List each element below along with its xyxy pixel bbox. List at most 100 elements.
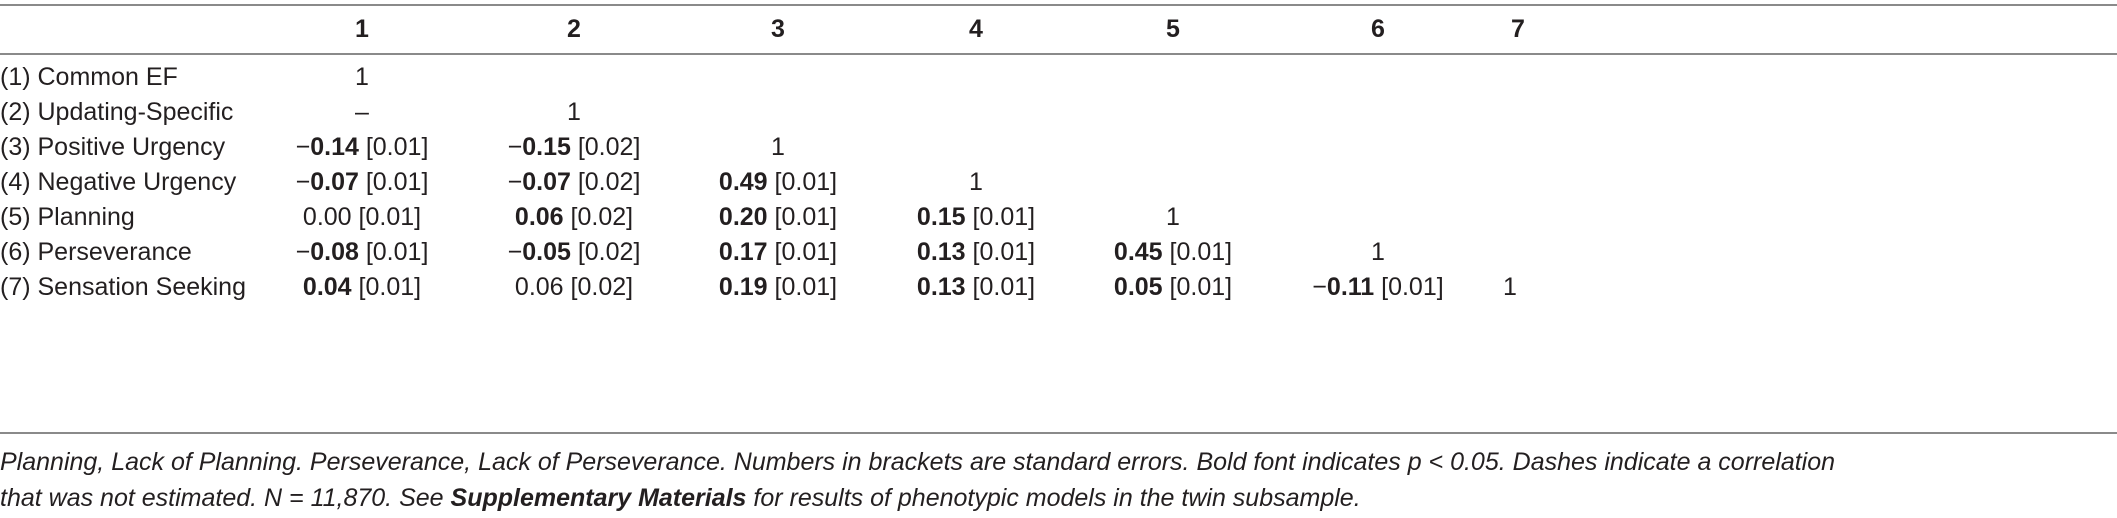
table-cell: 0.45 [0.01]	[1114, 235, 1232, 270]
column-header: 3	[771, 15, 785, 43]
estimate: 0.07	[310, 168, 359, 196]
table-cell: 1	[567, 95, 581, 130]
table-cell: −0.11 [0.01]	[1312, 270, 1443, 305]
table-cell: 0.05 [0.01]	[1114, 270, 1232, 305]
standard-error: [0.01]	[358, 168, 429, 196]
row-label: (4) Negative Urgency	[0, 168, 237, 196]
table-cell: −0.15 [0.02]	[508, 130, 641, 165]
table-cell: −0.08 [0.01]	[296, 235, 429, 270]
table-cell: −0.07 [0.01]	[296, 165, 429, 200]
table-cell: 1	[969, 165, 983, 200]
footnote-text-b: for results of phenotypic models in the …	[746, 484, 1361, 512]
estimate: 0.17	[718, 238, 768, 266]
footnote-text-a: that was not estimated. N = 11,870. See	[0, 484, 451, 512]
table-cell: 0.15 [0.01]	[917, 200, 1035, 235]
column-header: 6	[1371, 15, 1385, 43]
table-cell: 0.19 [0.01]	[719, 270, 837, 305]
estimate: 0.00	[302, 203, 352, 231]
standard-error: [0.01]	[965, 203, 1036, 231]
top-rule	[0, 4, 2117, 6]
column-header: 4	[969, 15, 983, 43]
table-cell: 0.13 [0.01]	[917, 270, 1035, 305]
table-cell: 0.49 [0.01]	[719, 165, 837, 200]
table-cell: 0.06 [0.02]	[515, 270, 633, 305]
estimate: 0.11	[1326, 273, 1375, 301]
header-rule	[0, 53, 2117, 55]
standard-error: [0.02]	[563, 273, 634, 301]
table-cell: 0.06 [0.02]	[515, 200, 633, 235]
row-label: (2) Updating-Specific	[0, 98, 234, 126]
estimate: 0.04	[302, 273, 352, 301]
table-cell: –	[355, 95, 369, 130]
estimate: 1	[355, 63, 369, 91]
column-header: 5	[1166, 15, 1180, 43]
estimate: 1	[771, 133, 785, 161]
estimate: 0.49	[718, 168, 768, 196]
estimate: 1	[969, 168, 983, 196]
estimate: 0.20	[718, 203, 768, 231]
standard-error: [0.01]	[351, 203, 422, 231]
footnote-line-1: Planning, Lack of Planning. Perseverance…	[0, 448, 1836, 476]
minus-sign: −	[295, 238, 311, 266]
estimate: 1	[1166, 203, 1180, 231]
row-label: (5) Planning	[0, 203, 135, 231]
estimate: 0.07	[522, 168, 571, 196]
correlation-table: 1 2 3 4 5 6 7	[0, 6, 2117, 53]
standard-error: [0.01]	[767, 203, 838, 231]
standard-error: [0.01]	[1162, 238, 1233, 266]
column-header: 2	[567, 15, 581, 43]
estimate: 0.13	[916, 273, 966, 301]
standard-error: [0.01]	[358, 238, 429, 266]
row-label: (1) Common EF	[0, 63, 178, 91]
column-header: 7	[1511, 15, 1525, 43]
standard-error: [0.02]	[570, 238, 641, 266]
table-cell: 0.13 [0.01]	[917, 235, 1035, 270]
estimate: –	[355, 98, 369, 126]
standard-error: [0.01]	[767, 168, 838, 196]
bottom-rule	[0, 432, 2117, 434]
table-cell: 0.20 [0.01]	[719, 200, 837, 235]
table-cell: 1	[771, 130, 785, 165]
standard-error: [0.01]	[358, 133, 429, 161]
table-cell: −0.05 [0.02]	[508, 235, 641, 270]
standard-error: [0.01]	[1162, 273, 1233, 301]
standard-error: [0.01]	[965, 238, 1036, 266]
standard-error: [0.01]	[767, 273, 838, 301]
row-label: (7) Sensation Seeking	[0, 273, 246, 301]
estimate: 1	[1371, 238, 1385, 266]
estimate: 0.13	[916, 238, 966, 266]
standard-error: [0.02]	[563, 203, 634, 231]
estimate: 0.14	[310, 133, 359, 161]
table-footnote: Planning, Lack of Planning. Perseverance…	[0, 444, 2110, 516]
estimate: 0.19	[718, 273, 768, 301]
table-cell: 0.17 [0.01]	[719, 235, 837, 270]
table-cell: 0.00 [0.01]	[303, 200, 421, 235]
table-cell: −0.07 [0.02]	[508, 165, 641, 200]
minus-sign: −	[295, 133, 311, 161]
estimate: 0.06	[514, 273, 564, 301]
standard-error: [0.01]	[767, 238, 838, 266]
standard-error: [0.01]	[1374, 273, 1444, 301]
estimate: 0.08	[310, 238, 359, 266]
column-header: 1	[355, 15, 369, 43]
table-cell: 0.04 [0.01]	[303, 270, 421, 305]
minus-sign: −	[507, 133, 523, 161]
standard-error: [0.02]	[570, 133, 641, 161]
table-cell: 1	[1503, 270, 1517, 305]
table-cell: 1	[1166, 200, 1180, 235]
minus-sign: −	[507, 238, 523, 266]
supplementary-materials-link[interactable]: Supplementary Materials	[450, 484, 747, 512]
estimate: 0.15	[522, 133, 571, 161]
minus-sign: −	[507, 168, 523, 196]
table-cell: −0.14 [0.01]	[296, 130, 429, 165]
table-cell: 1	[355, 60, 369, 95]
estimate: 1	[1503, 273, 1517, 301]
minus-sign: −	[1312, 273, 1327, 301]
estimate: 0.15	[916, 203, 966, 231]
standard-error: [0.02]	[570, 168, 641, 196]
estimate: 0.45	[1113, 238, 1163, 266]
minus-sign: −	[295, 168, 311, 196]
row-label: (6) Perseverance	[0, 238, 192, 266]
estimate: 1	[567, 98, 581, 126]
